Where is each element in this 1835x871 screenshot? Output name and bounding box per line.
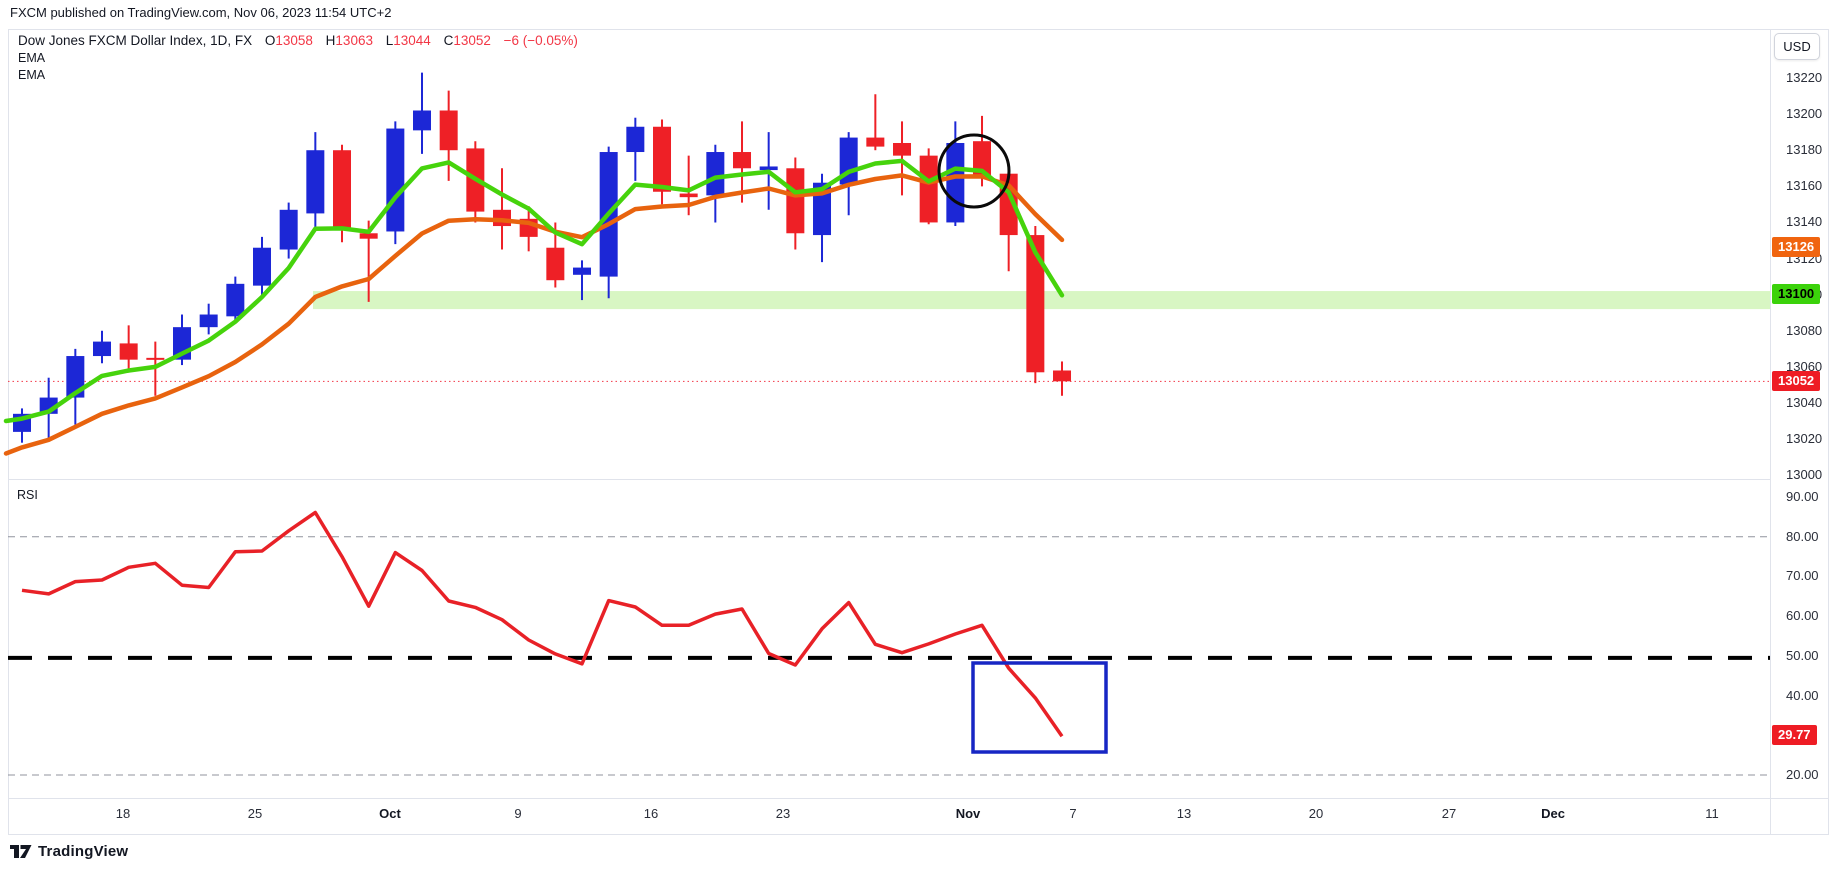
ema-slow-price-badge: 13126 (1772, 237, 1821, 257)
candle-body[interactable] (119, 343, 138, 360)
time-tick-label: 20 (1308, 806, 1324, 821)
chart-legend: Dow Jones FXCM Dollar Index, 1D, FX O130… (18, 33, 578, 84)
highlight-circle-annotation[interactable] (937, 133, 1011, 209)
rsi-tick-label: 60.00 (1786, 608, 1819, 624)
high-label: H (325, 33, 336, 48)
high-value: 13063 (335, 33, 373, 48)
ema-slow-line[interactable] (3, 173, 1065, 456)
rsi-tick-label: 50.00 (1786, 647, 1819, 663)
symbol-ohlc-row: Dow Jones FXCM Dollar Index, 1D, FX O130… (18, 33, 578, 49)
tradingview-logo-text: TradingView (38, 843, 129, 860)
price-tick-label: 13140 (1786, 214, 1823, 230)
close-value: 13052 (453, 33, 491, 48)
candle-body[interactable] (226, 283, 245, 317)
time-tick-label: 16 (643, 806, 659, 821)
candle-body[interactable] (1053, 370, 1072, 382)
price-tick-label: 13160 (1786, 178, 1823, 194)
price-tick-label: 13040 (1786, 394, 1823, 410)
time-tick-label: 18 (115, 806, 131, 821)
price-tick-label: 13060 (1786, 358, 1823, 374)
candle-body[interactable] (333, 150, 352, 228)
rsi-tick-label: 20.00 (1786, 766, 1819, 782)
candle-body[interactable] (759, 166, 778, 171)
change-value: −6 (−0.05%) (503, 33, 578, 48)
time-tick-label: Oct (379, 806, 401, 821)
candle-body[interactable] (439, 110, 458, 151)
candle-body[interactable] (573, 267, 592, 275)
candle-body[interactable] (973, 141, 992, 176)
candle-body[interactable] (733, 152, 752, 169)
candle-body[interactable] (893, 142, 912, 156)
candle-body[interactable] (386, 128, 405, 232)
time-tick-label: 9 (514, 806, 522, 821)
candle-body[interactable] (626, 126, 645, 153)
time-tick-label: 25 (247, 806, 263, 821)
tradingview-logo-icon (10, 844, 32, 858)
candle-body[interactable] (66, 356, 85, 398)
rsi-line[interactable] (21, 510, 1064, 738)
candle-body[interactable] (359, 233, 378, 239)
rsi-breakdown-box-annotation[interactable] (971, 661, 1108, 754)
tradingview-logo[interactable]: TradingView (10, 843, 128, 860)
candle-body[interactable] (653, 126, 672, 192)
ema-fast-legend[interactable]: EMA (18, 51, 46, 65)
rsi-pane-label[interactable]: RSI (17, 488, 38, 502)
last-price-badge: 13052 (1772, 371, 1821, 391)
attribution-text: FXCM published on TradingView.com, Nov 0… (10, 5, 392, 20)
candle-body[interactable] (546, 247, 565, 281)
price-tick-label: 13220 (1786, 70, 1823, 85)
rsi-tick-label: 80.00 (1786, 528, 1819, 544)
price-tick-label: 13200 (1786, 106, 1823, 122)
pane-separator[interactable] (8, 479, 1770, 480)
ema-slow-legend[interactable]: EMA (18, 68, 46, 82)
candle-body[interactable] (786, 168, 805, 234)
candle-body[interactable] (866, 137, 885, 147)
candle-body[interactable] (919, 155, 938, 223)
rsi-tick-label: 70.00 (1786, 568, 1819, 584)
time-tick-label: 11 (1705, 806, 1719, 821)
close-label: C (443, 33, 454, 48)
currency-button[interactable]: USD (1774, 33, 1820, 60)
candle-body[interactable] (279, 209, 298, 250)
candle-body[interactable] (706, 152, 725, 196)
price-tick-label: 13080 (1786, 322, 1823, 338)
low-label: L (385, 33, 394, 48)
candle-body[interactable] (1026, 235, 1045, 373)
ema-fast-line[interactable] (3, 158, 1065, 424)
candle-body[interactable] (306, 150, 325, 214)
open-value: 13058 (275, 33, 313, 48)
candle-body[interactable] (253, 247, 272, 286)
rsi-value-badge: 29.77 (1772, 725, 1817, 745)
candle-body[interactable] (199, 314, 218, 328)
price-tick-label: 13180 (1786, 142, 1823, 158)
rsi-tick-label: 90.00 (1786, 489, 1819, 504)
price-tick-label: 13020 (1786, 431, 1823, 447)
price-tick-label: 13000 (1786, 467, 1823, 483)
candle-body[interactable] (679, 193, 698, 198)
time-tick-label: Dec (1541, 806, 1565, 821)
candle-body[interactable] (413, 110, 432, 131)
open-label: O (264, 33, 276, 48)
candle-body[interactable] (946, 142, 965, 223)
low-value: 13044 (393, 33, 431, 48)
candle-body[interactable] (146, 357, 165, 360)
time-axis-separator[interactable] (8, 798, 1829, 799)
time-tick-label: 23 (775, 806, 791, 821)
ema-fast-price-badge: 13100 (1772, 284, 1821, 304)
price-axis-separator[interactable] (1770, 29, 1771, 835)
candle-body[interactable] (93, 341, 112, 357)
time-tick-label: 13 (1176, 806, 1192, 821)
time-tick-label: Nov (955, 806, 981, 821)
time-tick-label: 7 (1069, 806, 1077, 821)
symbol-title[interactable]: Dow Jones FXCM Dollar Index, 1D, FX (18, 33, 253, 48)
time-tick-label: 27 (1441, 806, 1457, 821)
rsi-tick-label: 40.00 (1786, 687, 1819, 703)
